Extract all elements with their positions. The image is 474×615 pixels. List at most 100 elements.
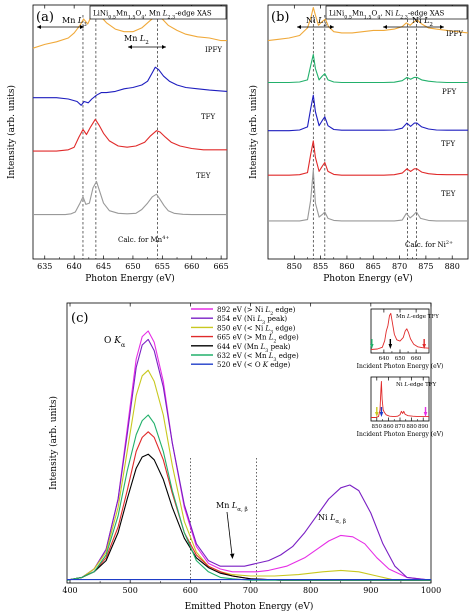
panel-b-xtick-label: 875 [418, 262, 433, 271]
panel-b-arrow-head [440, 25, 444, 29]
inset-mn-marker-arrow [370, 339, 374, 349]
panel-c-annotation-mn-l: Mn Lα, β [216, 501, 248, 513]
panel-b-x-axis-label: Photon Energy (eV) [323, 273, 413, 284]
panel-a-series-label: TFY [201, 113, 216, 121]
panel-b-title-box [325, 5, 468, 20]
panel-a-x-axis-label: Photon Energy (eV) [85, 273, 175, 284]
panel-a-series-3-line [33, 180, 227, 216]
panel-a-xtick-label: 635 [37, 262, 52, 271]
panel-a-arrow-head [37, 25, 41, 29]
panel-b-edge-label: Ni L3 [306, 16, 327, 28]
panel-c-x-axis-label: Emitted Photon Energy (eV) [185, 601, 314, 612]
panel-c-annotation-o-k: O Kα [104, 336, 126, 349]
panel-a-title-box [89, 5, 227, 20]
inset-mn-title: Mn L-edge TFY [396, 314, 439, 320]
panel-c-legend-entry: 850 eV (< Ni L3 edge) [217, 324, 296, 335]
panel-a-arrow-head [128, 45, 132, 49]
inset-mn-background [371, 309, 429, 353]
inset-ni-marker-arrow [379, 407, 384, 417]
panel-c-legend-entry: 854 eV (Ni L3 peak) [217, 315, 287, 326]
panel-b-xtick-label: 855 [313, 262, 328, 271]
inset-ni-xtick-label: 850 [372, 424, 383, 430]
inset-ni-xtick-label: 890 [418, 424, 429, 430]
inset-ni-xtick-label: 870 [395, 424, 406, 430]
inset-ni-title: Ni L-edge TFY [396, 382, 437, 388]
panel-a-series-1-line [33, 66, 228, 106]
inset-mn-x-axis-label: Incident Photon Energy (eV) [357, 363, 444, 370]
panel-c-legend-entry: 632 eV (< Mn L3 edge) [217, 352, 299, 363]
panel-a-series-label: IPFY [205, 46, 222, 54]
panel-b-arrow-head [297, 25, 301, 29]
panel-a-series-2-line [33, 118, 227, 152]
panel-b-series-label: TFY [441, 140, 456, 148]
panel-a-arrow-head [80, 25, 84, 29]
panel-c-y-axis-label: Intensity (arb. units) [48, 396, 59, 490]
panel-a-arrow-head [162, 45, 166, 49]
panel-a-title: LiNi0.5Mn1.5O4, Mn L2,3-edge XAS [93, 10, 212, 21]
panel-c-legend-entry: 665 eV (> Mn L2 edge) [217, 334, 299, 345]
panel-c-legend-entry: 644 eV (Mn L3 peak) [217, 343, 291, 354]
panel-b-series-4-line [268, 169, 468, 222]
inset-mn-marker-arrow [388, 339, 393, 349]
panel-b-title: LiNi0.5Mn1.5O4, Ni L2,3-edge XAS [329, 10, 445, 21]
inset-ni-xtick-label: 880 [406, 424, 417, 430]
panel-a-xtick-label: 645 [96, 262, 111, 271]
inset-mn-series-0-line [370, 312, 430, 350]
panel-a-series-0-line [32, 8, 227, 49]
panel-a-y-axis-label: Intensity (arb. units) [6, 85, 17, 179]
panel-b-xtick-label: 870 [392, 262, 407, 271]
panel-b-xtick-label: 860 [339, 262, 354, 271]
panel-b-series-label: TEY [441, 190, 456, 198]
panel-a-plot-frame [32, 4, 228, 260]
panel-c-legend-entry: 520 eV (< O K edge) [217, 361, 291, 369]
inset-ni-marker-arrow [423, 407, 428, 417]
panel-a-xtick-label: 660 [184, 262, 199, 271]
panel-a-xtick-label: 655 [155, 262, 170, 271]
inset-mn-xtick-label: 640 [379, 356, 390, 362]
panel-b-label: (b) [271, 10, 289, 25]
panel-b-xtick-label: 865 [366, 262, 381, 271]
inset-mn-xtick-label: 650 [395, 356, 406, 362]
panel-c-series-0-line [66, 330, 432, 581]
inset-ni-marker-arrow [375, 407, 379, 417]
panel-c-series-5-line [66, 414, 431, 581]
panel-c-annotation-arrow [226, 511, 233, 556]
panel-b-y-axis-label: Intensity (arb. units) [248, 85, 259, 179]
inset-ni-series-0-line [371, 380, 429, 418]
panel-a-xtick-label: 650 [125, 262, 140, 271]
panel-b-plot-frame [267, 4, 469, 260]
panel-c-xtick-label: 500 [123, 586, 138, 595]
panel-a-edge-label: Mn L3 [62, 16, 87, 28]
panel-c-xtick-label: 800 [303, 586, 318, 595]
panel-a-series-label: TEY [196, 172, 211, 180]
panel-b-series-1-line [268, 53, 468, 84]
panel-a-xtick-label: 640 [67, 262, 82, 271]
panel-c-plot-frame [66, 302, 432, 584]
panel-c-annotation-ni-l: Ni Lα, β [318, 513, 346, 525]
panel-a-edge-label: Mn L2 [124, 34, 149, 46]
panel-b-xtick-label: 850 [287, 262, 302, 271]
panel-c-label: (c) [71, 311, 88, 326]
panel-c-series-2-line [66, 369, 431, 581]
panel-c-xtick-label: 900 [363, 586, 378, 595]
panel-b-series-label: IPFY [446, 30, 463, 38]
panel-b-xtick-label: 880 [445, 262, 460, 271]
panel-c-xtick-label: 1000 [421, 586, 441, 595]
panel-b-series-label: PFY [442, 88, 457, 96]
inset-ni-x-axis-label: Incident Photon Energy (eV) [357, 431, 444, 438]
panel-a-series-label: Calc. for Mn4+ [118, 235, 169, 244]
panel-b-arrow-head [330, 25, 334, 29]
inset-ni-xtick-label: 860 [383, 424, 394, 430]
panel-c-annotation-arrow-head [230, 553, 235, 559]
panel-c-xtick-label: 600 [183, 586, 198, 595]
panel-c-series-1-line [66, 338, 432, 581]
panel-c-xtick-label: 700 [243, 586, 258, 595]
panel-b-series-0-line [267, 6, 469, 42]
inset-mn-marker-arrow [422, 339, 426, 349]
panel-c-series-4-line [66, 453, 431, 581]
panel-b-arrow-head [383, 25, 387, 29]
panel-a-xtick-label: 665 [213, 262, 228, 271]
panel-b-series-2-line [268, 94, 468, 132]
panel-a-label: (a) [36, 10, 54, 25]
